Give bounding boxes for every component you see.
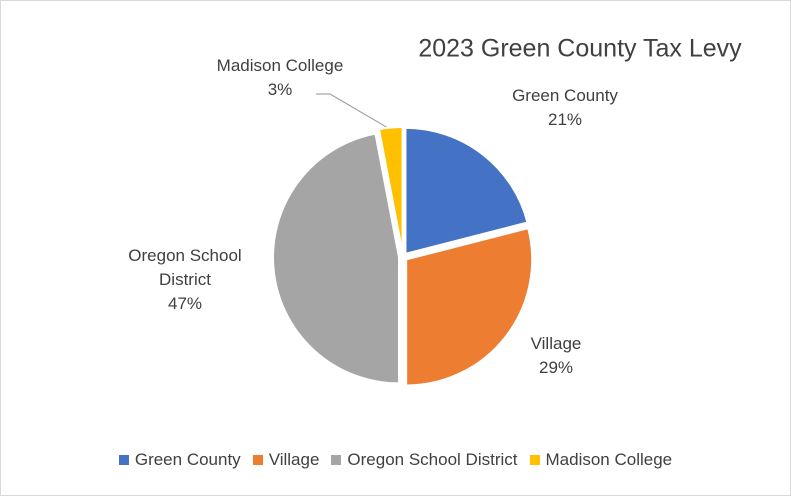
data-label-value: 47%	[167, 294, 203, 313]
pie-slice	[377, 126, 404, 254]
data-label-name: Madison College	[216, 56, 344, 75]
data-label-value: 21%	[547, 110, 583, 129]
legend-item: Oregon School District	[331, 450, 518, 470]
data-label-value: 3%	[267, 80, 293, 99]
data-label: Oregon School District 47%	[110, 244, 260, 316]
leader-line	[316, 93, 389, 129]
data-label-name: Village	[530, 334, 582, 353]
data-label: Green County 21%	[490, 84, 640, 132]
legend-swatch	[331, 455, 342, 465]
legend-swatch	[529, 455, 540, 465]
legend: Green County Village Oregon School Distric…	[0, 450, 791, 470]
legend-item: Village	[252, 450, 320, 470]
legend-swatch	[118, 455, 129, 465]
pie-slice	[272, 132, 401, 385]
data-label-name: Green County	[512, 86, 618, 105]
pie-slice	[404, 126, 529, 256]
data-label: Village 29%	[481, 332, 631, 380]
pie-slice	[405, 226, 534, 387]
legend-label: Green County	[134, 450, 241, 469]
legend-swatch	[252, 455, 263, 465]
legend-label: Village	[268, 450, 320, 469]
chart-title: 2023 Green County Tax Levy	[418, 35, 742, 63]
legend-item: Madison College	[529, 450, 673, 470]
data-label: Madison College 3%	[205, 54, 355, 102]
legend-label: Madison College	[545, 450, 673, 469]
legend-label: Oregon School District	[347, 450, 518, 469]
data-label-name: Oregon School District	[128, 246, 242, 289]
data-label-value: 29%	[538, 358, 574, 377]
legend-item: Green County	[118, 450, 241, 470]
